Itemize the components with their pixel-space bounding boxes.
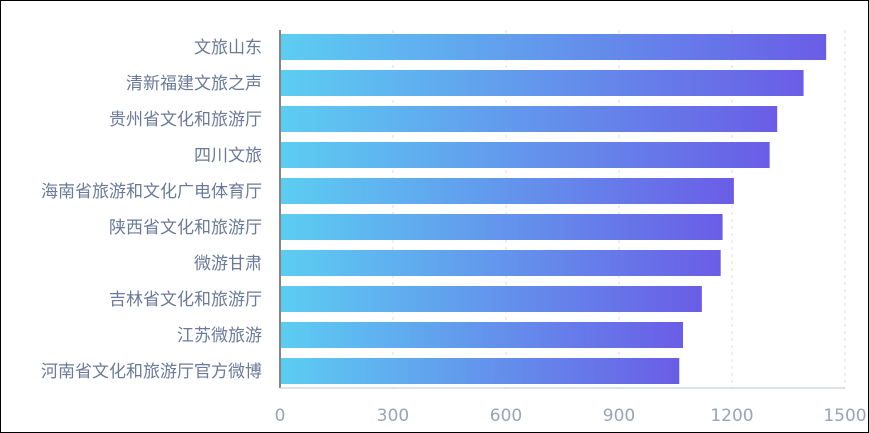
axes [279,30,845,389]
x-tick-label: 600 [490,406,522,426]
category-label: 海南省旅游和文化广电体育厅 [41,182,262,202]
category-label: 贵州省文化和旅游厅 [109,110,262,130]
bar [281,214,723,240]
bar [281,34,827,60]
bar [281,322,684,348]
bar [281,286,702,312]
bar [281,70,804,96]
category-labels: 文旅山东清新福建文旅之声贵州省文化和旅游厅四川文旅海南省旅游和文化广电体育厅陕西… [41,38,262,382]
category-label: 河南省文化和旅游厅官方微博 [41,362,262,382]
x-tick-label: 0 [275,406,286,426]
x-tick-label: 900 [603,406,635,426]
x-tick-label: 1200 [710,406,753,426]
category-label: 四川文旅 [194,146,262,166]
category-label: 陕西省文化和旅游厅 [109,218,262,238]
bar [281,106,778,132]
category-label: 吉林省文化和旅游厅 [109,290,262,310]
category-label: 清新福建文旅之声 [126,74,262,94]
x-tick-labels: 0 300 600 900 1200 1500 [275,406,867,426]
bar [281,358,680,384]
category-label: 微游甘肃 [194,254,262,274]
category-label: 文旅山东 [194,38,262,58]
category-label: 江苏微旅游 [177,326,262,346]
x-tick-label: 300 [377,406,409,426]
bar [281,250,721,276]
bars [281,34,827,384]
bar [281,178,734,204]
x-tick-label: 1500 [823,406,866,426]
bar [281,142,770,168]
